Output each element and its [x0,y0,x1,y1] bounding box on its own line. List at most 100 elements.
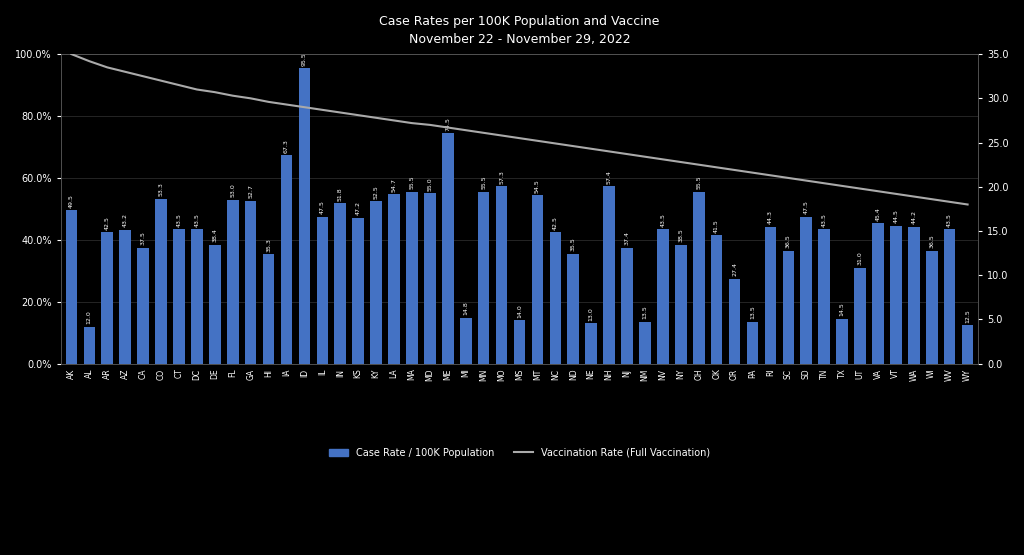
Text: 74.5: 74.5 [445,117,451,130]
Text: 27.4: 27.4 [732,263,737,276]
Bar [137,248,148,364]
Text: 54.7: 54.7 [391,178,396,192]
Bar [101,232,113,364]
Text: 36.5: 36.5 [929,234,934,248]
Text: 53.3: 53.3 [159,183,164,196]
Bar [926,251,938,364]
Bar [550,232,561,364]
Bar [908,227,920,364]
Bar [120,230,131,364]
Bar [603,186,615,364]
Bar [442,133,454,364]
Text: 52.7: 52.7 [248,184,253,198]
Bar [388,194,399,364]
Text: 47.2: 47.2 [355,201,360,215]
Text: 51.8: 51.8 [338,187,343,201]
Bar [944,229,955,364]
Text: 49.5: 49.5 [69,194,74,208]
Bar [746,322,759,364]
Bar [765,226,776,364]
Text: 55.5: 55.5 [696,176,701,189]
Text: 55.5: 55.5 [481,176,486,189]
Bar [424,194,435,364]
Text: 14.8: 14.8 [463,302,468,315]
Text: 43.5: 43.5 [195,213,200,226]
Bar [496,186,508,364]
Bar [173,229,184,364]
Bar [890,226,902,364]
Text: 37.4: 37.4 [625,231,630,245]
Bar [263,254,274,364]
Bar [622,248,633,364]
Text: 38.4: 38.4 [212,229,217,243]
Text: 42.5: 42.5 [553,216,558,230]
Text: 37.5: 37.5 [140,231,145,245]
Bar [156,199,167,364]
Bar [657,229,669,364]
Text: 36.5: 36.5 [785,234,791,248]
Text: 44.2: 44.2 [911,210,916,224]
Text: 42.5: 42.5 [104,216,110,230]
Bar [299,68,310,364]
Text: 14.5: 14.5 [840,302,845,316]
Bar [245,200,256,364]
Text: 13.0: 13.0 [589,307,594,321]
Bar [531,195,544,364]
Text: 31.0: 31.0 [857,251,862,265]
Bar [854,268,866,364]
Text: 12.0: 12.0 [87,310,92,324]
Bar [371,201,382,364]
Text: 43.5: 43.5 [176,213,181,226]
Text: 54.5: 54.5 [535,179,540,193]
Bar [567,254,580,364]
Bar [639,322,651,364]
Text: 43.2: 43.2 [123,214,128,228]
Bar [818,229,830,364]
Bar [962,325,974,364]
Bar [227,200,239,364]
Text: 52.5: 52.5 [374,185,379,199]
Bar [586,324,597,364]
Bar [782,251,795,364]
Text: 67.3: 67.3 [284,139,289,153]
Text: 55.0: 55.0 [427,178,432,191]
Bar [191,229,203,364]
Bar [316,216,328,364]
Bar [729,279,740,364]
Bar [837,319,848,364]
Bar [352,218,364,364]
Text: 53.0: 53.0 [230,183,236,197]
Bar [281,155,292,364]
Text: 43.5: 43.5 [947,213,952,226]
Text: 47.5: 47.5 [319,200,325,214]
Text: 45.4: 45.4 [876,207,881,221]
Bar [335,203,346,364]
Text: 43.5: 43.5 [660,213,666,226]
Bar [66,210,77,364]
Text: 44.3: 44.3 [768,210,773,224]
Text: 55.5: 55.5 [410,176,415,189]
Bar [478,192,489,364]
Text: 95.5: 95.5 [302,52,307,65]
Bar [407,192,418,364]
Bar [514,320,525,364]
Text: 13.5: 13.5 [642,306,647,320]
Text: 38.5: 38.5 [678,228,683,242]
Legend: Case Rate / 100K Population, Vaccination Rate (Full Vaccination): Case Rate / 100K Population, Vaccination… [329,448,711,458]
Bar [693,192,705,364]
Text: 44.5: 44.5 [893,210,898,224]
Bar [801,216,812,364]
Text: 57.3: 57.3 [499,170,504,184]
Bar [209,245,220,364]
Text: 13.5: 13.5 [750,306,755,320]
Text: 47.5: 47.5 [804,200,809,214]
Bar [711,235,723,364]
Text: 57.4: 57.4 [606,170,611,184]
Bar [84,326,95,364]
Bar [872,223,884,364]
Text: 14.0: 14.0 [517,304,522,318]
Bar [675,245,687,364]
Text: 41.5: 41.5 [714,219,719,233]
Title: Case Rates per 100K Population and Vaccine
November 22 - November 29, 2022: Case Rates per 100K Population and Vacci… [379,15,659,46]
Text: 35.5: 35.5 [570,238,575,251]
